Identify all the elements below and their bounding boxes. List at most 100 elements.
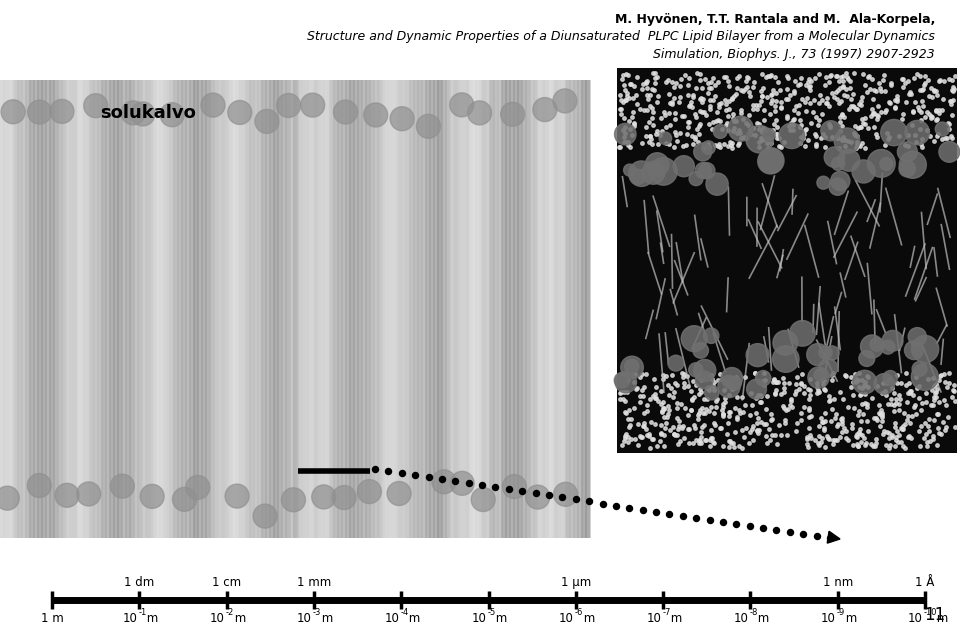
Text: 1 nm: 1 nm: [823, 576, 852, 589]
Point: [381, 466, 396, 476]
Point: [715, 517, 731, 527]
Text: -4: -4: [400, 608, 408, 617]
Text: 10: 10: [471, 612, 487, 625]
Text: 10: 10: [209, 612, 225, 625]
Circle shape: [689, 172, 703, 186]
Circle shape: [27, 474, 51, 498]
Text: m: m: [492, 612, 508, 625]
Point: [541, 490, 557, 500]
Point: [368, 464, 383, 474]
Text: 1 mm: 1 mm: [297, 576, 331, 589]
Circle shape: [758, 148, 784, 173]
Circle shape: [779, 123, 804, 148]
Point: [809, 531, 825, 541]
Point: [555, 493, 570, 503]
Text: M. Hyvönen, T.T. Rantala and M.  Ala-Korpela,: M. Hyvönen, T.T. Rantala and M. Ala-Korp…: [614, 13, 935, 26]
Circle shape: [650, 158, 677, 185]
Text: -7: -7: [662, 608, 670, 617]
Text: -9: -9: [837, 608, 845, 617]
Circle shape: [533, 98, 557, 122]
Point: [609, 500, 624, 510]
Point: [420, 472, 436, 482]
Point: [648, 507, 663, 517]
Circle shape: [702, 141, 715, 154]
Circle shape: [808, 367, 829, 388]
Circle shape: [631, 169, 645, 184]
Text: 1 Å: 1 Å: [915, 576, 935, 589]
Circle shape: [642, 162, 664, 184]
Text: -6: -6: [575, 608, 583, 617]
Circle shape: [629, 161, 654, 186]
Circle shape: [300, 93, 324, 117]
Circle shape: [28, 100, 52, 124]
Circle shape: [900, 152, 926, 178]
Circle shape: [121, 101, 145, 125]
Circle shape: [898, 142, 918, 162]
Circle shape: [276, 93, 300, 117]
Circle shape: [1, 100, 25, 124]
Circle shape: [432, 470, 456, 494]
Circle shape: [160, 103, 184, 127]
Circle shape: [312, 485, 336, 509]
Circle shape: [255, 110, 279, 133]
Circle shape: [911, 363, 938, 391]
Point: [742, 521, 757, 531]
Circle shape: [852, 160, 876, 183]
Text: -3: -3: [313, 608, 322, 617]
Circle shape: [874, 373, 895, 394]
Text: -8: -8: [750, 608, 757, 617]
Text: m: m: [755, 612, 770, 625]
Circle shape: [693, 359, 716, 382]
Circle shape: [773, 330, 798, 355]
Text: solukalvo: solukalvo: [100, 104, 196, 122]
Circle shape: [225, 484, 249, 508]
Circle shape: [77, 482, 101, 506]
Circle shape: [883, 370, 898, 385]
Circle shape: [468, 101, 492, 125]
Circle shape: [881, 340, 895, 354]
Circle shape: [821, 120, 841, 141]
Point: [635, 505, 650, 515]
Circle shape: [387, 481, 411, 505]
Circle shape: [705, 385, 719, 400]
Circle shape: [859, 351, 875, 366]
Circle shape: [756, 370, 771, 386]
Circle shape: [935, 122, 949, 136]
Circle shape: [668, 355, 684, 371]
Circle shape: [790, 321, 815, 346]
Circle shape: [140, 484, 164, 508]
Circle shape: [502, 474, 526, 498]
Text: Structure and Dynamic Properties of a Diunsaturated  PLPC Lipid Bilayer from a M: Structure and Dynamic Properties of a Di…: [307, 30, 935, 44]
Text: m: m: [230, 612, 246, 625]
Circle shape: [912, 361, 927, 377]
Text: m: m: [933, 612, 948, 625]
Circle shape: [912, 335, 939, 363]
Text: 10: 10: [908, 612, 923, 625]
Circle shape: [870, 338, 884, 351]
Circle shape: [201, 93, 225, 117]
Text: m: m: [405, 612, 420, 625]
Circle shape: [471, 488, 495, 512]
Point: [434, 474, 449, 484]
Circle shape: [817, 176, 829, 189]
Text: 10: 10: [384, 612, 399, 625]
Circle shape: [838, 150, 860, 171]
Circle shape: [825, 147, 845, 167]
Circle shape: [860, 335, 883, 358]
Point: [407, 470, 422, 480]
Circle shape: [682, 326, 708, 352]
Circle shape: [939, 141, 960, 162]
Circle shape: [526, 485, 550, 509]
Point: [688, 513, 704, 523]
Circle shape: [852, 370, 876, 394]
Circle shape: [728, 377, 741, 390]
Point: [582, 496, 597, 507]
Point: [595, 498, 611, 508]
Circle shape: [819, 346, 832, 359]
Circle shape: [706, 173, 729, 195]
Circle shape: [704, 328, 719, 344]
Circle shape: [830, 171, 850, 191]
Circle shape: [762, 129, 775, 141]
Circle shape: [0, 486, 19, 510]
Circle shape: [450, 471, 474, 495]
